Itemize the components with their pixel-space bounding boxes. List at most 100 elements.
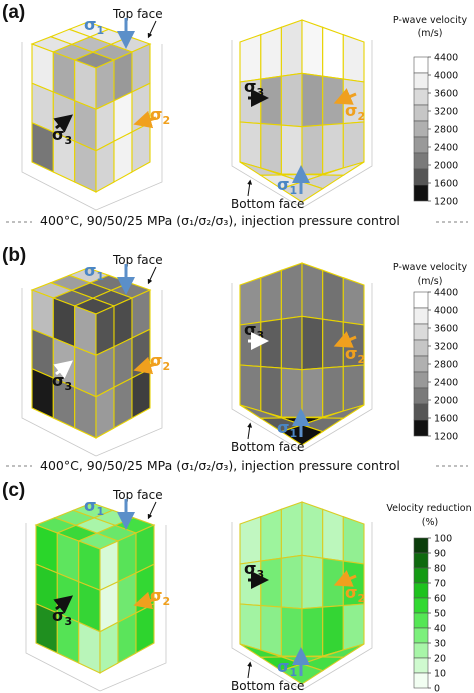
velocity-cell <box>239 603 262 651</box>
cube-back-left-face <box>239 501 303 663</box>
legend-swatch <box>413 104 429 122</box>
sigma-3-arrow <box>53 360 74 379</box>
legend-tick-label: 1600 <box>434 179 458 190</box>
sigma-3-arrow <box>53 114 74 133</box>
velocity-cell <box>342 276 365 326</box>
cube-right-face <box>99 524 155 674</box>
velocity-cell <box>301 262 324 320</box>
top-face-pointer <box>147 501 157 520</box>
velocity-cell <box>322 123 344 175</box>
panel-tag-a: (a) <box>2 2 26 23</box>
legend-swatch <box>413 323 429 341</box>
velocity-cell <box>280 72 303 128</box>
sigma-2-arrow-right <box>333 570 357 587</box>
legend-swatch <box>413 355 429 373</box>
legend-swatch <box>413 136 429 154</box>
legend-swatch <box>413 56 429 74</box>
top-face-pointer <box>147 20 157 39</box>
legend-swatch <box>413 627 429 644</box>
velocity-cell <box>31 121 54 173</box>
velocity-cell <box>301 554 324 610</box>
sigma-2-arrow <box>133 110 157 129</box>
velocity-cell <box>78 621 101 674</box>
velocity-cell <box>260 26 282 80</box>
legend-swatch <box>413 567 429 584</box>
velocity-cell <box>322 605 344 657</box>
bottom-face-pointer <box>247 179 253 197</box>
velocity-cell <box>239 515 262 565</box>
velocity-cell <box>260 605 282 657</box>
velocity-cell <box>260 508 282 562</box>
cube-floor-face <box>239 643 365 685</box>
top-face-label: Top face <box>112 488 163 502</box>
cube-back-left-face <box>239 262 303 424</box>
top-face-label: Top face <box>112 253 163 267</box>
velocity-cell <box>280 367 303 424</box>
velocity-cell <box>301 606 324 663</box>
sigma-2-label: σ2 <box>150 351 170 373</box>
velocity-cell <box>260 75 282 126</box>
legend-tick-label: 3200 <box>434 342 458 353</box>
cube-left-face <box>31 43 97 193</box>
legend-swatch <box>413 419 429 437</box>
legend-tick-label: 2800 <box>434 360 458 371</box>
velocity-cell <box>260 269 282 323</box>
bottom-face-label: Bottom face <box>231 440 304 454</box>
legend-tick-label: 40 <box>434 624 446 635</box>
velocity-cell <box>131 367 151 419</box>
cube-back-right-face <box>301 501 365 663</box>
cube-back-right-face <box>301 19 365 181</box>
cube-back-right-face <box>301 262 365 424</box>
axis-frame-line <box>231 522 373 691</box>
sigma-1-label: σ1 <box>84 496 104 518</box>
legend-swatch <box>413 371 429 389</box>
top-face-pointer <box>147 266 157 285</box>
legend-swatch <box>413 120 429 138</box>
axis-frame-line <box>231 40 373 209</box>
sigma-2-label: σ2 <box>150 105 170 127</box>
velocity-cell <box>131 121 151 173</box>
legend-swatch <box>413 184 429 202</box>
velocity-cell <box>135 602 155 654</box>
legend-swatch <box>413 307 429 325</box>
legend-swatch <box>413 657 429 674</box>
panel-tag-b: (b) <box>2 245 27 266</box>
legend-swatch <box>413 642 429 659</box>
sigma-2-arrow <box>133 591 157 610</box>
cube-left-face <box>31 289 97 439</box>
legend-swatch <box>413 88 429 106</box>
legend-tick-label: 2400 <box>434 378 458 389</box>
legend-tick-label: 1200 <box>434 432 458 443</box>
legend-tick-label: 90 <box>434 549 446 560</box>
legend-tick-label: 3600 <box>434 324 458 335</box>
velocity-cell <box>99 621 119 674</box>
legend-swatch <box>413 168 429 186</box>
legend-swatch <box>413 537 429 554</box>
velocity-cell <box>342 33 365 83</box>
top-face-label: Top face <box>112 7 163 21</box>
legend-c-unit: (%) <box>421 517 439 528</box>
velocity-cell <box>239 33 262 83</box>
velocity-cell <box>322 269 344 323</box>
velocity-cell <box>322 75 344 126</box>
legend-swatch <box>413 612 429 629</box>
legend-swatch <box>413 672 429 689</box>
velocity-cell <box>342 603 365 651</box>
velocity-cell <box>280 606 303 663</box>
panel-tag-c: (c) <box>2 480 26 501</box>
axis-frame-line <box>231 283 373 452</box>
velocity-cell <box>280 124 303 181</box>
velocity-cell <box>301 124 324 181</box>
velocity-cell <box>342 515 365 565</box>
velocity-cell <box>322 508 344 562</box>
velocity-cell <box>260 123 282 175</box>
velocity-cell <box>342 121 365 169</box>
velocity-cell <box>301 19 324 77</box>
bottom-face-pointer <box>247 422 253 440</box>
velocity-cell <box>322 26 344 80</box>
legend-swatch <box>413 597 429 614</box>
legend-b-title: P-wave velocity <box>392 262 468 273</box>
